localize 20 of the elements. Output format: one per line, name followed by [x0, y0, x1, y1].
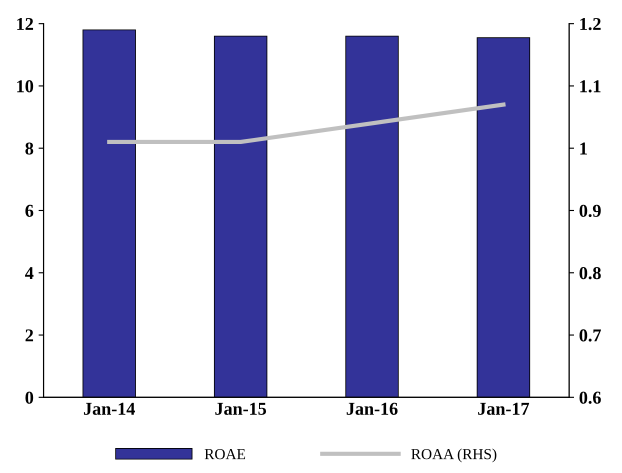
y-tick-label: 12 [17, 18, 34, 30]
y2-tick-label: 1 [580, 142, 587, 154]
legend-label: ROAE [204, 449, 246, 460]
y2-tick-label: 0.8 [580, 267, 601, 280]
y2-tick-label: 0.7 [580, 329, 601, 342]
y2-tick-label: 1.1 [580, 80, 600, 92]
legend-label: ROAA (RHS) [411, 448, 496, 462]
y-tick-label: 6 [25, 204, 34, 217]
y-tick-label: 10 [17, 80, 34, 92]
x-tick-label: Jan-14 [84, 402, 135, 415]
y-tick-label: 0 [25, 392, 34, 404]
y2-tick-label: 0.6 [580, 392, 601, 404]
y-tick-label: 8 [25, 142, 34, 155]
y2-tick-label: 0.9 [580, 204, 601, 218]
x-tick-label: Jan-16 [346, 402, 398, 415]
y2-tick-label: 1.2 [580, 18, 601, 30]
x-tick-label: Jan-17 [478, 402, 530, 415]
x-tick-label: Jan-15 [215, 402, 266, 415]
y-tick-label: 2 [26, 329, 34, 342]
y-tick-label: 4 [25, 267, 34, 280]
